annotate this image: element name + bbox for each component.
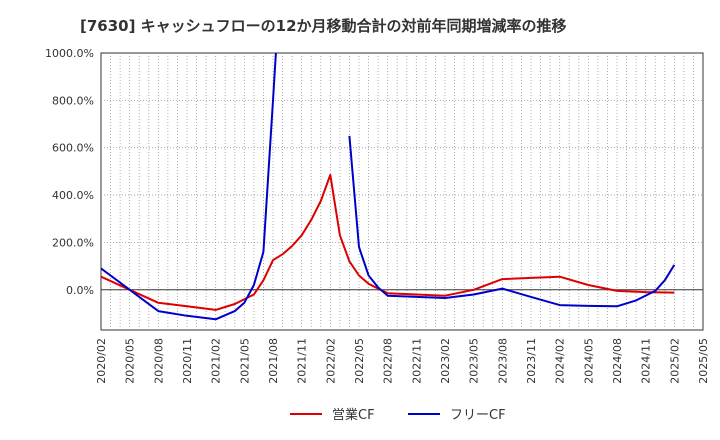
y-tick-label: 400.0% (52, 189, 94, 202)
x-tick-label: 2025/02 (668, 338, 681, 384)
y-axis-ticks: 0.0% 200.0% 400.0% 600.0% 800.0% 1000.0% (45, 47, 94, 297)
x-tick-label: 2021/11 (296, 338, 309, 384)
chart-title: [7630] キャッシュフローの12か月移動合計の対前年同期増減率の推移 (80, 17, 567, 35)
legend: 営業CF フリーCF (290, 407, 506, 423)
legend-label-operating-cf: 営業CF (332, 407, 375, 423)
x-tick-label: 2020/11 (181, 338, 194, 384)
x-tick-label: 2020/08 (152, 338, 165, 384)
y-tick-label: 600.0% (52, 142, 94, 155)
x-tick-label: 2022/11 (410, 338, 423, 384)
x-tick-label: 2020/02 (95, 338, 108, 384)
series-line-operating-cf (101, 173, 675, 311)
series-line-free-cf (101, 53, 676, 321)
x-tick-label: 2020/05 (124, 338, 137, 384)
y-tick-label: 1000.0% (45, 47, 94, 60)
x-tick-label: 2023/05 (468, 338, 481, 384)
x-tick-label: 2023/11 (525, 338, 538, 384)
x-tick-label: 2021/05 (238, 338, 251, 384)
x-tick-label: 2021/02 (210, 338, 223, 384)
x-tick-label: 2023/02 (439, 338, 452, 384)
x-tick-label: 2022/02 (324, 338, 337, 384)
x-tick-label: 2025/05 (697, 338, 710, 384)
x-tick-label: 2024/02 (554, 338, 567, 384)
x-tick-label: 2022/08 (382, 338, 395, 384)
x-tick-label: 2024/05 (582, 338, 595, 384)
x-tick-label: 2021/08 (267, 338, 280, 384)
x-tick-label: 2024/11 (640, 338, 653, 384)
x-axis-ticks: 2020/02 2020/05 2020/08 2020/11 2021/02 2021/… (95, 338, 710, 384)
y-tick-label: 800.0% (52, 94, 94, 107)
x-tick-label: 2022/05 (353, 338, 366, 384)
y-tick-label: 200.0% (52, 236, 94, 249)
x-tick-label: 2023/08 (496, 338, 509, 384)
x-tick-label: 2024/08 (611, 338, 624, 384)
series-layer (101, 53, 676, 321)
legend-label-free-cf: フリーCF (450, 408, 506, 423)
y-tick-label: 0.0% (66, 284, 94, 297)
plot-area (100, 52, 704, 331)
grid-layer (101, 53, 703, 330)
